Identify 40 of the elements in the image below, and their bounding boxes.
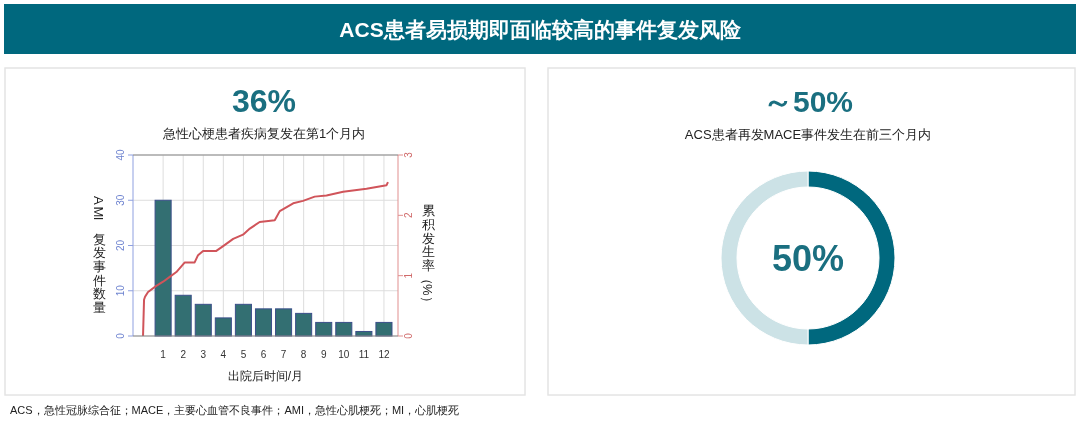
chart-subtitle: ACS患者再发MACE事件发生在前三个月内 bbox=[684, 127, 932, 142]
x-tick-label: 11 bbox=[358, 349, 370, 360]
x-tick-label: 10 bbox=[338, 349, 350, 360]
bar bbox=[275, 308, 293, 337]
x-tick-label: 7 bbox=[280, 349, 287, 360]
text: ACS，急性冠脉综合征；MACE，主要心血管不良事件；AMI，急性心肌梗死；MI，心肌梗死 bbox=[10, 404, 460, 416]
bar bbox=[375, 321, 393, 337]
bar bbox=[214, 317, 232, 337]
y-tick-label: 10 bbox=[115, 284, 126, 297]
bar bbox=[295, 312, 313, 337]
x-tick-label: 1 bbox=[160, 349, 167, 360]
x-tick-label: 6 bbox=[260, 349, 267, 360]
y-tick-label: 0 bbox=[115, 332, 126, 339]
x-tick-label: 8 bbox=[300, 349, 307, 360]
y2-axis-title: 累积发生率（%） bbox=[420, 203, 436, 309]
y2-tick-label: 3 bbox=[403, 151, 414, 158]
y-tick-label: 40 bbox=[115, 149, 126, 161]
bar bbox=[194, 303, 212, 337]
y-tick-label: 30 bbox=[115, 194, 126, 206]
x-tick-label: 9 bbox=[320, 349, 327, 360]
x-tick-label: 12 bbox=[378, 349, 390, 360]
y2-tick-label: 2 bbox=[403, 212, 414, 219]
x-tick-label: 3 bbox=[200, 349, 207, 360]
x-axis-title: 出院后时间/月 bbox=[227, 369, 304, 383]
y2-tick-label: 1 bbox=[403, 272, 414, 279]
chart-title: ～50% bbox=[762, 85, 854, 118]
bar bbox=[174, 294, 192, 337]
y-tick-label: 20 bbox=[115, 239, 126, 252]
bar bbox=[254, 308, 273, 337]
line-series bbox=[142, 181, 389, 337]
x-tick-label: 5 bbox=[240, 349, 247, 360]
text: 50% bbox=[771, 238, 845, 279]
text: ACS患者易损期即面临较高的事件复发风险 bbox=[339, 18, 742, 41]
chart-title: 36% bbox=[231, 83, 297, 119]
x-tick-label: 4 bbox=[220, 349, 227, 360]
chart-subtitle: 急性心梗患者疾病复发在第1个月内 bbox=[161, 126, 366, 141]
bar bbox=[234, 303, 252, 337]
bar bbox=[154, 199, 172, 337]
y2-tick-label: 0 bbox=[403, 332, 414, 339]
x-tick-label: 2 bbox=[180, 349, 187, 360]
